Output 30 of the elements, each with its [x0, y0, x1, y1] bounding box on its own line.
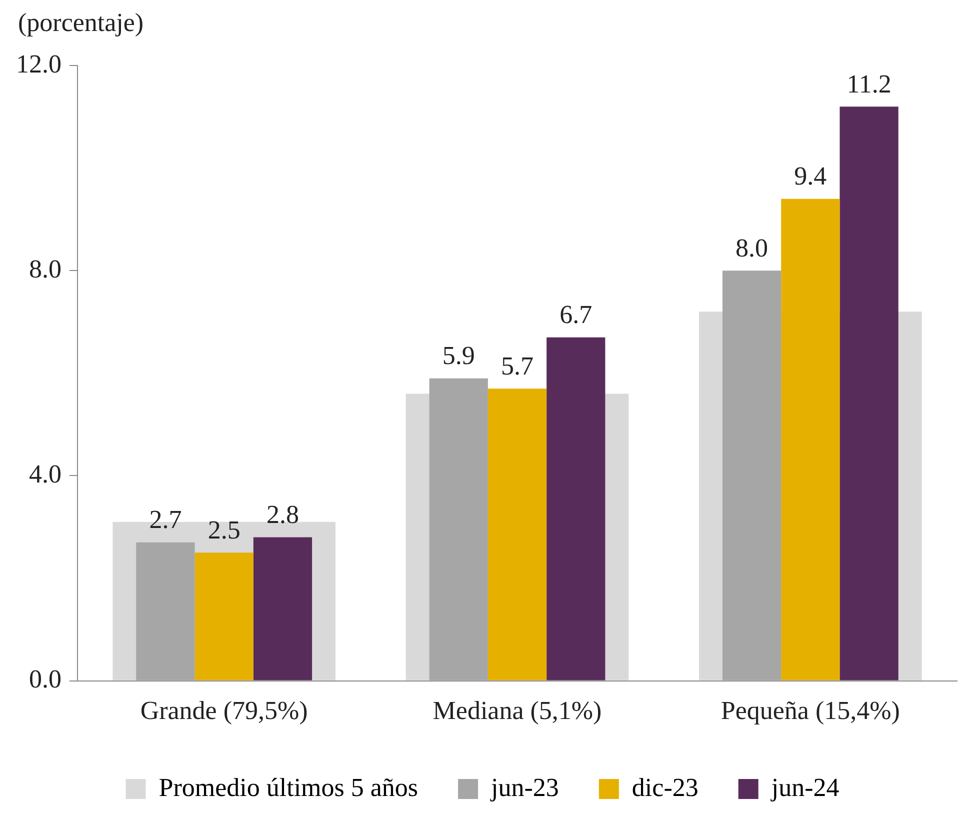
x-tick-label: Pequeña (15,4%) [720, 696, 900, 726]
data-label: 5.7 [501, 351, 534, 380]
bar [722, 270, 782, 680]
y-tick-label: 12.0 [16, 49, 62, 78]
y-axis-title: (porcentaje) [17, 8, 145, 39]
data-label: 8.0 [736, 233, 768, 262]
legend-label: dic-23 [632, 772, 698, 802]
legend-label: Promedio últimos 5 años [158, 772, 418, 802]
data-label: 2.7 [149, 505, 182, 534]
x-tick-label: Mediana (5,1%) [432, 696, 602, 726]
data-label: 2.5 [208, 515, 240, 544]
y-tick-label: 8.0 [29, 254, 62, 284]
bar [781, 198, 840, 680]
bar [429, 378, 488, 680]
bar [136, 542, 195, 680]
bar [194, 552, 254, 680]
bar [840, 106, 898, 680]
y-tick-label: 0.0 [29, 664, 62, 694]
legend-label: jun-24 [770, 772, 840, 802]
data-label: 11.2 [846, 69, 892, 98]
legend-label: jun-23 [490, 772, 559, 802]
data-label: 5.9 [442, 341, 475, 370]
data-label: 2.8 [266, 500, 299, 530]
bar [546, 337, 606, 680]
x-tick-label: Grande (79,5%) [140, 696, 308, 726]
data-label: 6.7 [560, 300, 592, 330]
data-label: 9.4 [794, 162, 827, 191]
bar [253, 537, 312, 680]
bar [488, 388, 547, 680]
y-tick-label: 4.0 [29, 460, 62, 489]
